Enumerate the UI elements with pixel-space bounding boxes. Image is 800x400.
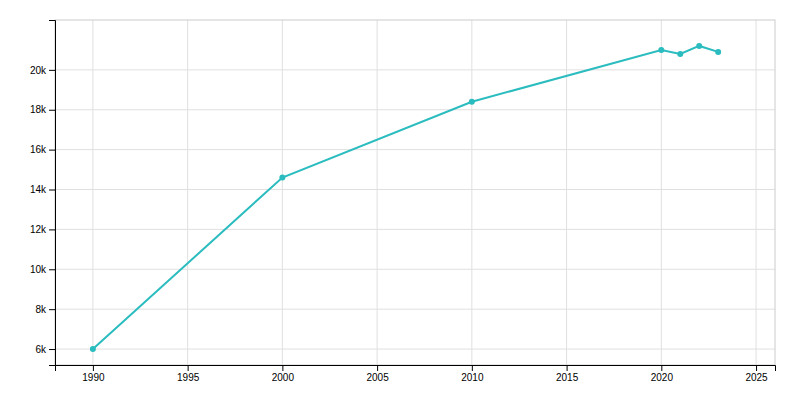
x-tick: 2025 [745, 365, 768, 383]
grid-line-x [756, 20, 757, 365]
x-tick-label: 2005 [366, 372, 389, 383]
grid [55, 20, 775, 365]
grid-line-x [92, 20, 93, 365]
y-tick-label: 16k [30, 144, 47, 155]
point [715, 49, 721, 55]
y-tick: 6k [35, 344, 55, 355]
grid-line-y [55, 69, 775, 70]
x-tick-mark [567, 365, 568, 371]
y-tick-mark [49, 349, 55, 350]
grid-line-x [187, 20, 188, 365]
x-tick: 2015 [556, 365, 579, 383]
x-tick-mark [188, 365, 189, 371]
x-tick-label: 2020 [651, 372, 674, 383]
point [677, 51, 683, 57]
grid-line-y [55, 149, 775, 150]
chart-container: 1990 1995 2000 2005 2010 2015 2020 2025 6k 8k 10k 1… [0, 0, 800, 400]
point [658, 47, 664, 53]
grid-line-y [55, 109, 775, 110]
x-tick: 1995 [177, 365, 200, 383]
marks [90, 43, 721, 352]
x-tick-label: 2015 [556, 372, 579, 383]
grid-line-x [566, 20, 567, 365]
line [93, 46, 718, 349]
y-tick: 12k [30, 224, 55, 235]
y-tick-label: 12k [30, 224, 47, 235]
x-tick: 2000 [272, 365, 295, 383]
y-tick: 20k [30, 65, 55, 76]
x-tick: 1990 [82, 365, 105, 383]
x-tick-label: 2025 [745, 372, 768, 383]
grid-line-x [377, 20, 378, 365]
point [469, 99, 475, 105]
x-tick-label: 2000 [272, 372, 295, 383]
x-tick-mark [93, 365, 94, 371]
grid-line-x [471, 20, 472, 365]
y-tick-mark [49, 190, 55, 191]
point [696, 43, 702, 49]
y-tick: 14k [30, 184, 55, 195]
y-tick-label: 20k [30, 65, 47, 76]
x-tick: 2020 [651, 365, 674, 383]
x-tick: 2005 [366, 365, 389, 383]
y-tick: 16k [30, 144, 55, 155]
point [279, 175, 285, 181]
grid-line-y [55, 309, 775, 310]
y-tick: 8k [35, 304, 55, 315]
plot-area: 1990 1995 2000 2005 2010 2015 2020 2025 6k 8k 10k 1… [30, 20, 776, 383]
x-axis: 1990 1995 2000 2005 2010 2015 2020 2025 [56, 365, 776, 383]
grid-line-x [661, 20, 662, 365]
grid-line-y [55, 189, 775, 190]
y-tick-label: 8k [35, 304, 47, 315]
x-tick-label: 1990 [82, 372, 105, 383]
x-tick-mark [472, 365, 473, 371]
y-tick-mark [49, 229, 55, 230]
y-tick-label: 6k [35, 344, 47, 355]
grid-line-y [55, 269, 775, 270]
y-tick-mark [49, 110, 55, 111]
y-tick-mark [49, 309, 55, 310]
y-axis-line [49, 21, 56, 366]
y-axis: 6k 8k 10k 12k 14k 16k 18k 20k [30, 21, 56, 366]
point [90, 346, 96, 352]
x-tick-mark [377, 365, 378, 371]
grid-line-y [55, 229, 775, 230]
x-tick-mark [282, 365, 283, 371]
grid-line-x [282, 20, 283, 365]
plot-frame [55, 20, 775, 365]
x-tick-mark [661, 365, 662, 371]
x-tick-label: 1995 [177, 372, 200, 383]
chart-svg: 1990 1995 2000 2005 2010 2015 2020 2025 6k 8k 10k 1… [0, 0, 800, 400]
y-tick-mark [49, 70, 55, 71]
x-tick-mark [756, 365, 757, 371]
y-tick: 18k [30, 104, 55, 115]
x-tick-label: 2010 [461, 372, 484, 383]
y-tick-mark [49, 269, 55, 270]
y-tick: 10k [30, 264, 55, 275]
y-tick-mark [49, 150, 55, 151]
grid-line-y [55, 349, 775, 350]
x-axis-line [56, 366, 776, 372]
x-tick: 2010 [461, 365, 484, 383]
y-tick-label: 18k [30, 104, 47, 115]
y-tick-label: 14k [30, 184, 47, 195]
y-tick-label: 10k [30, 264, 47, 275]
